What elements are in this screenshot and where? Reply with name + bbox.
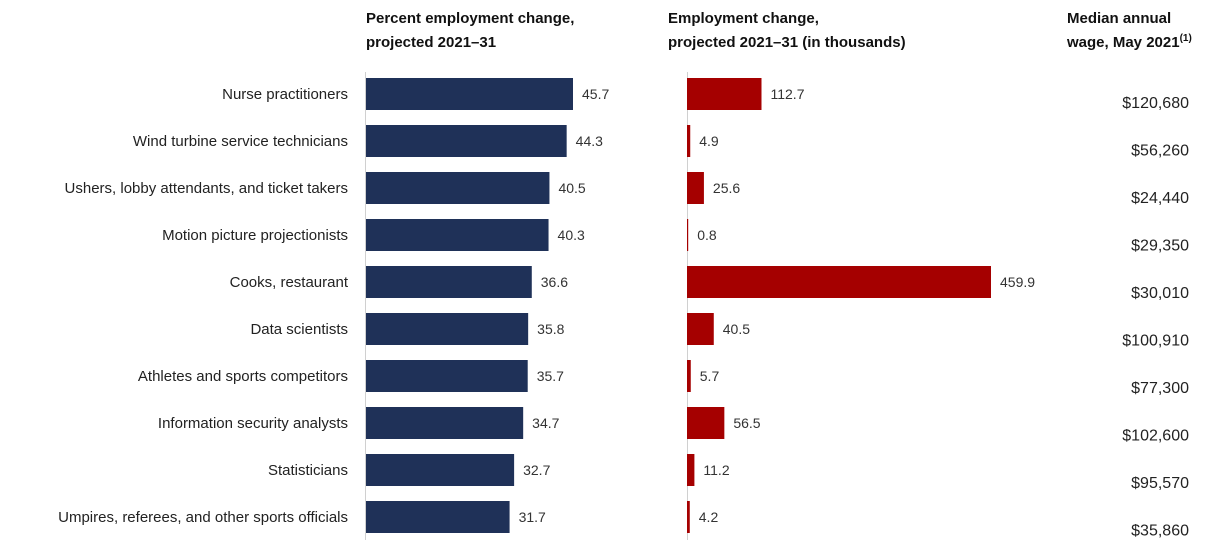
employment-change-value-label: 4.2 [699,509,719,525]
employment-change-header-line-2: projected 2021–31 (in thousands) [668,34,906,51]
median-wage-value: $95,570 [1131,475,1189,492]
category-label: Cooks, restaurant [230,274,349,291]
employment-change-value-label: 112.7 [770,86,804,102]
percent-change-bar [366,501,510,533]
percent-change-value-label: 35.7 [537,368,564,384]
percent-change-bar [366,78,573,110]
percent-change-value-label: 34.7 [532,415,559,431]
employment-change-value-label: 459.9 [1000,274,1035,290]
median-wage-value: $35,860 [1131,523,1189,540]
median-wage-value: $100,910 [1122,333,1189,350]
employment-change-value-label: 56.5 [733,415,760,431]
percent-change-value-label: 40.5 [558,180,585,196]
percent-change-bar [366,360,528,392]
employment-change-bar [687,501,690,533]
median-wage-value: $102,600 [1122,428,1189,445]
percent-change-header-line-2: projected 2021–31 [366,34,496,51]
median-wage-value: $77,300 [1131,380,1189,397]
category-label: Athletes and sports competitors [138,368,348,385]
median-wage-value: $29,350 [1131,238,1189,255]
category-label: Information security analysts [158,415,348,432]
employment-change-value-label: 40.5 [723,321,750,337]
percent-change-bar [366,125,567,157]
percent-change-bar [366,407,524,439]
percent-change-value-label: 45.7 [582,86,609,102]
percent-change-bar [366,266,532,298]
median-wage-value: $56,260 [1131,143,1189,160]
employment-change-header-line-1: Employment change, [668,10,819,27]
category-label: Motion picture projectionists [162,227,348,244]
employment-change-value-label: 4.9 [699,133,719,149]
percent-change-value-label: 40.3 [558,227,585,243]
employment-change-bars: 112.7 4.9 25.6 0.8 459.9 40.5 5.7 56.5 11.2 4.2 [687,78,1035,533]
median-wage-header-line-2: wage, May 2021(1) [1066,33,1192,51]
category-labels: Nurse practitioners Wind turbine service … [58,86,349,526]
percent-change-value-label: 35.8 [537,321,564,337]
employment-change-bar [687,360,691,392]
percent-change-value-label: 36.6 [541,274,568,290]
percent-change-bar [366,454,515,486]
median-wage-header-line-1: Median annual [1067,10,1171,27]
percent-change-bar [366,219,549,251]
employment-change-bar [687,172,704,204]
percent-change-value-label: 44.3 [576,133,603,149]
median-wage-column: $120,680 $56,260 $24,440 $29,350 $30,010 $100… [1122,95,1189,540]
percent-change-bars: 45.7 44.3 40.5 40.3 36.6 35.8 35.7 34.7 32.7 31.7 [366,78,609,533]
median-wage-footnote-marker: (1) [1180,33,1192,44]
median-wage-value: $120,680 [1122,95,1189,112]
employment-change-bar [687,266,991,298]
percent-change-bar [366,172,550,204]
median-wage-value: $30,010 [1131,285,1189,302]
percent-change-header-line-1: Percent employment change, [366,10,574,27]
employment-change-bar [687,313,714,345]
median-wage-header-text: wage, May 2021 [1066,34,1180,51]
percent-change-value-label: 32.7 [523,462,550,478]
category-label: Statisticians [268,462,348,479]
employment-change-bar [687,125,691,157]
median-wage-value: $24,440 [1131,190,1189,207]
category-label: Ushers, lobby attendants, and ticket tak… [65,180,348,197]
employment-change-value-label: 11.2 [703,462,729,478]
percent-change-bar [366,313,529,345]
category-label: Umpires, referees, and other sports offi… [58,509,348,526]
employment-change-value-label: 0.8 [697,227,717,243]
employment-change-bar [687,78,762,110]
employment-change-bar [687,454,695,486]
employment-change-bar [687,219,689,251]
percent-change-value-label: 31.7 [519,509,546,525]
category-label: Wind turbine service technicians [133,133,348,150]
employment-change-bar [687,407,725,439]
category-label: Nurse practitioners [222,86,348,103]
employment-change-value-label: 25.6 [713,180,740,196]
category-label: Data scientists [250,321,348,338]
employment-change-value-label: 5.7 [700,368,720,384]
